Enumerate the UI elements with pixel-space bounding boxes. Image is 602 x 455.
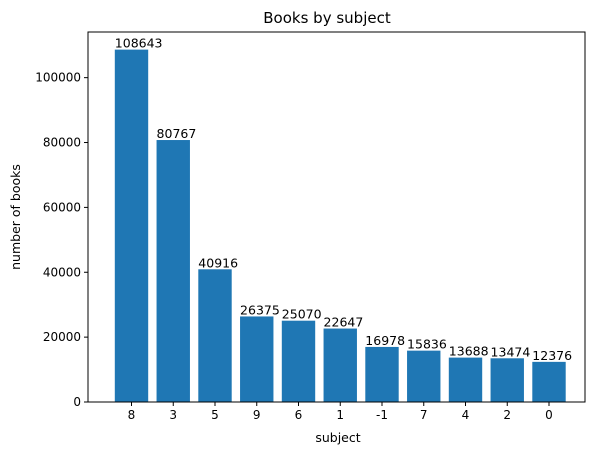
x-tick-label: 8 [128, 408, 136, 422]
bar-4 [448, 357, 483, 402]
x-tick-label: 2 [503, 408, 511, 422]
bar-value-label: 22647 [324, 315, 364, 330]
chart-title: Books by subject [263, 9, 391, 27]
x-tick-label: 0 [545, 408, 553, 422]
bar-5 [198, 269, 232, 402]
y-tick-label: 20000 [43, 330, 81, 344]
bar-8 [114, 49, 149, 402]
bar-2 [490, 358, 524, 402]
plot-frame [87, 31, 586, 403]
bar-value-label: 15836 [407, 337, 447, 352]
x-tick-label: 1 [336, 408, 344, 422]
y-tick-label: 40000 [43, 265, 81, 279]
bar-7 [407, 350, 441, 402]
bar-value-label: 12376 [532, 348, 572, 363]
bar-value-label: 13688 [449, 344, 489, 359]
bar-0 [532, 361, 566, 402]
bar--1 [365, 346, 399, 402]
y-tick-label: 60000 [43, 200, 81, 214]
y-tick-label: 0 [73, 395, 81, 409]
x-tick-label: 7 [420, 408, 428, 422]
x-tick-label: 6 [295, 408, 303, 422]
bar-1 [323, 328, 357, 402]
x-axis-label: subject [315, 430, 360, 445]
bar-6 [281, 320, 316, 402]
x-tick-label: 4 [462, 408, 470, 422]
y-tick-label: 80000 [43, 136, 81, 150]
x-tick-label: 9 [253, 408, 261, 422]
bar-value-label: 80767 [157, 126, 197, 141]
x-axis: 8 3 5 9 6 1 -1 7 4 2 0 [128, 402, 553, 422]
bar-9 [240, 316, 274, 402]
bar-value-label: 40916 [198, 255, 238, 270]
y-tick-label: 100000 [35, 71, 81, 85]
bar-value-label: 25070 [282, 307, 322, 322]
y-axis-label: number of books [8, 164, 23, 270]
bar-3 [156, 140, 190, 402]
y-axis: 0 20000 40000 60000 80000 100000 [35, 71, 88, 409]
bar-value-label: 13474 [491, 344, 531, 359]
bar-value-label: 26375 [240, 302, 280, 317]
bar-value-label: 108643 [115, 36, 163, 51]
x-tick-label: 5 [211, 408, 219, 422]
x-tick-label: 3 [169, 408, 177, 422]
bar-value-label: 16978 [365, 333, 405, 348]
x-tick-label: -1 [376, 408, 388, 422]
